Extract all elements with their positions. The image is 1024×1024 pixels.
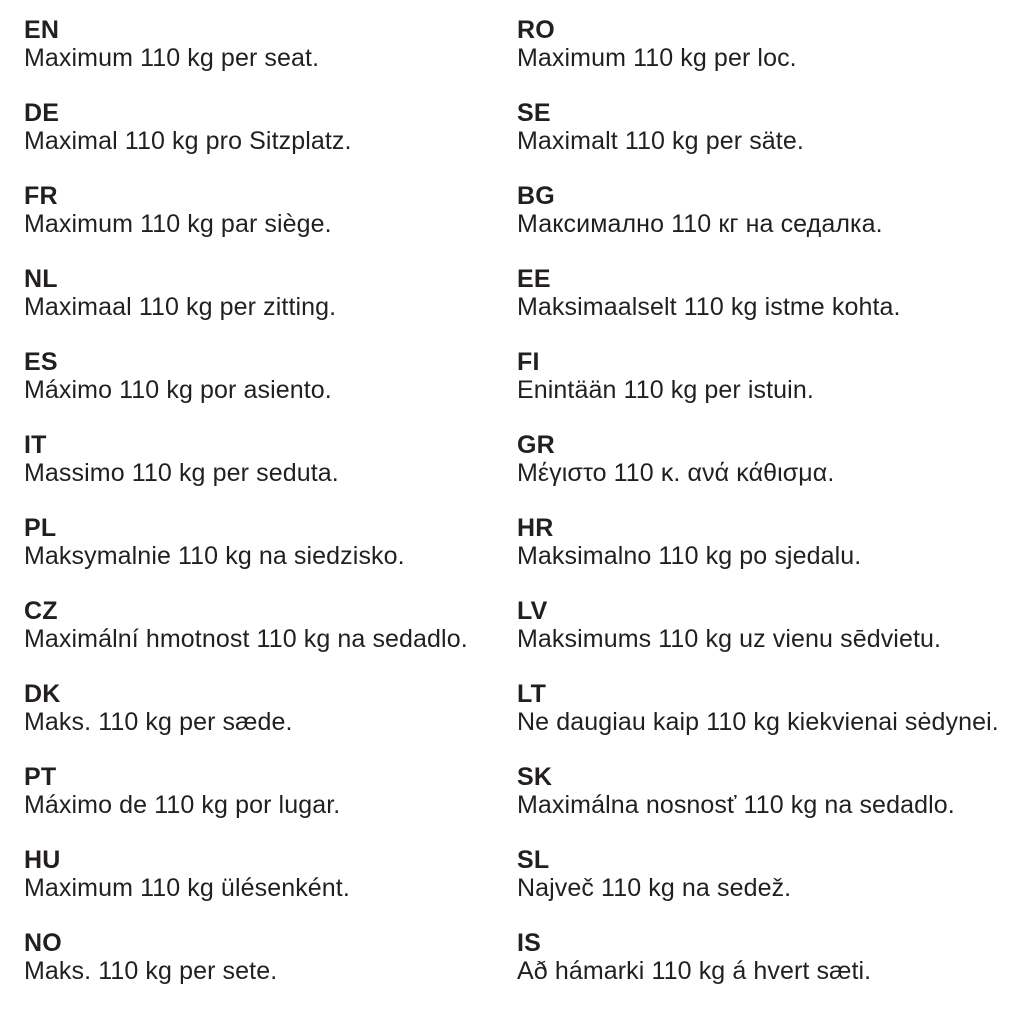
language-entry: HU Maximum 110 kg ülésenként. bbox=[24, 846, 517, 902]
translation-text: Največ 110 kg na sedež. bbox=[517, 874, 792, 902]
translation-text: Maximum 110 kg per loc. bbox=[517, 44, 797, 72]
language-code-label: SK bbox=[517, 763, 553, 791]
language-entry: GR Μέγιστο 110 κ. ανά κάθισμα. bbox=[517, 431, 1024, 487]
language-entry: BG Максимално 110 кг на седалка. bbox=[517, 182, 1024, 238]
language-code-label: NO bbox=[24, 929, 62, 957]
language-entry: LT Ne daugiau kaip 110 kg kiekvienai sėd… bbox=[517, 680, 1024, 736]
language-entry: SL Največ 110 kg na sedež. bbox=[517, 846, 1024, 902]
translation-text: Maksymalnie 110 kg na siedzisko. bbox=[24, 542, 405, 570]
language-entry: ES Máximo 110 kg por asiento. bbox=[24, 348, 517, 404]
translation-text: Máximo de 110 kg por lugar. bbox=[24, 791, 341, 819]
language-code-label: GR bbox=[517, 431, 555, 459]
translation-text: Maks. 110 kg per sete. bbox=[24, 957, 278, 985]
language-code-label: HR bbox=[517, 514, 554, 542]
language-entry: PL Maksymalnie 110 kg na siedzisko. bbox=[24, 514, 517, 570]
translation-text: Maksimaalselt 110 kg istme kohta. bbox=[517, 293, 901, 321]
left-column: EN Maximum 110 kg per seat. DE Maximal 1… bbox=[24, 16, 517, 1024]
translation-text: Maximaal 110 kg per zitting. bbox=[24, 293, 337, 321]
language-code-label: HU bbox=[24, 846, 61, 874]
language-code-label: EE bbox=[517, 265, 551, 293]
language-code-label: PL bbox=[24, 514, 57, 542]
language-entry: HR Maksimalno 110 kg po sjedalu. bbox=[517, 514, 1024, 570]
translation-text: Maximum 110 kg par siège. bbox=[24, 210, 332, 238]
translation-text: Máximo 110 kg por asiento. bbox=[24, 376, 332, 404]
language-code-label: PT bbox=[24, 763, 57, 791]
language-entry: NL Maximaal 110 kg per zitting. bbox=[24, 265, 517, 321]
translation-text: Maksimalno 110 kg po sjedalu. bbox=[517, 542, 862, 570]
translation-text: Enintään 110 kg per istuin. bbox=[517, 376, 814, 404]
language-entry: SE Maximalt 110 kg per säte. bbox=[517, 99, 1024, 155]
language-code-label: ES bbox=[24, 348, 58, 376]
translation-text: Maximum 110 kg per seat. bbox=[24, 44, 320, 72]
right-column: RO Maximum 110 kg per loc. SE Maximalt 1… bbox=[517, 16, 1024, 1024]
language-code-label: LT bbox=[517, 680, 547, 708]
translation-text: Maximálna nosnosť 110 kg na sedadlo. bbox=[517, 791, 955, 819]
language-entry: SK Maximálna nosnosť 110 kg na sedadlo. bbox=[517, 763, 1024, 819]
language-code-label: SL bbox=[517, 846, 550, 874]
language-entry: NO Maks. 110 kg per sete. bbox=[24, 929, 517, 985]
language-entry: EE Maksimaalselt 110 kg istme kohta. bbox=[517, 265, 1024, 321]
language-entry: LV Maksimums 110 kg uz vienu sēdvietu. bbox=[517, 597, 1024, 653]
language-code-label: DE bbox=[24, 99, 60, 127]
language-entry: RO Maximum 110 kg per loc. bbox=[517, 16, 1024, 72]
language-code-label: FI bbox=[517, 348, 540, 376]
language-code-label: SE bbox=[517, 99, 551, 127]
language-entry: DK Maks. 110 kg per sæde. bbox=[24, 680, 517, 736]
language-code-label: RO bbox=[517, 16, 555, 44]
language-entry: PT Máximo de 110 kg por lugar. bbox=[24, 763, 517, 819]
translation-text: Maximální hmotnost 110 kg na sedadlo. bbox=[24, 625, 468, 653]
language-entry: CZ Maximální hmotnost 110 kg na sedadlo. bbox=[24, 597, 517, 653]
language-code-label: IS bbox=[517, 929, 542, 957]
translation-text: Maks. 110 kg per sæde. bbox=[24, 708, 293, 736]
language-entry: IT Massimo 110 kg per seduta. bbox=[24, 431, 517, 487]
language-entry: EN Maximum 110 kg per seat. bbox=[24, 16, 517, 72]
translation-text: Massimo 110 kg per seduta. bbox=[24, 459, 339, 487]
translation-text: Μέγιστο 110 κ. ανά κάθισμα. bbox=[517, 459, 835, 487]
language-code-label: DK bbox=[24, 680, 61, 708]
language-entry: FR Maximum 110 kg par siège. bbox=[24, 182, 517, 238]
translation-text: Að hámarki 110 kg á hvert sæti. bbox=[517, 957, 872, 985]
language-code-label: IT bbox=[24, 431, 47, 459]
translation-text: Maximum 110 kg ülésenként. bbox=[24, 874, 350, 902]
translation-text: Ne daugiau kaip 110 kg kiekvienai sėdyne… bbox=[517, 708, 999, 736]
language-code-label: BG bbox=[517, 182, 555, 210]
language-entry: DE Maximal 110 kg pro Sitzplatz. bbox=[24, 99, 517, 155]
translation-text: Максимално 110 кг на седалка. bbox=[517, 210, 883, 238]
language-code-label: EN bbox=[24, 16, 60, 44]
translation-text: Maksimums 110 kg uz vienu sēdvietu. bbox=[517, 625, 942, 653]
language-entry: IS Að hámarki 110 kg á hvert sæti. bbox=[517, 929, 1024, 985]
language-code-label: LV bbox=[517, 597, 548, 625]
language-code-label: CZ bbox=[24, 597, 58, 625]
language-entry: FI Enintään 110 kg per istuin. bbox=[517, 348, 1024, 404]
language-code-label: NL bbox=[24, 265, 58, 293]
language-code-label: FR bbox=[24, 182, 58, 210]
translation-text: Maximalt 110 kg per säte. bbox=[517, 127, 804, 155]
translation-text: Maximal 110 kg pro Sitzplatz. bbox=[24, 127, 352, 155]
